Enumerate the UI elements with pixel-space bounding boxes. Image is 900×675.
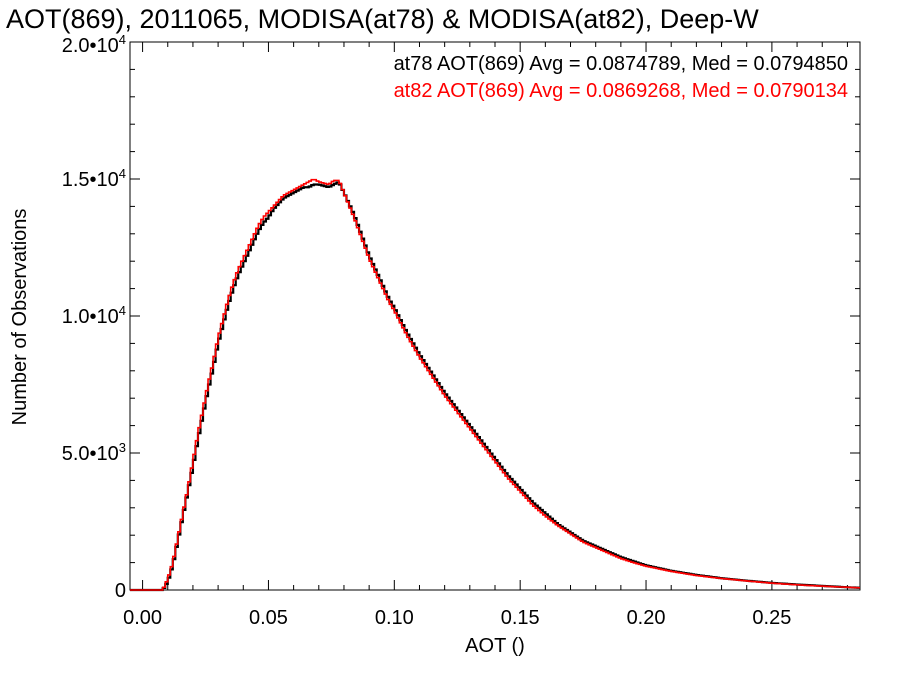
- x-tick-label: 0.00: [123, 607, 162, 629]
- y-tick-label: 0: [115, 580, 126, 602]
- y-tick-label: 2.0•104: [62, 32, 126, 57]
- y-tick-mantissa: 0: [115, 580, 126, 602]
- y-tick-mantissa: 1.5•10: [62, 169, 119, 191]
- x-tick-label: 0.15: [501, 607, 540, 629]
- y-tick-mantissa: 5.0•10: [62, 443, 119, 465]
- y-axis-label: Number of Observations: [9, 209, 31, 426]
- axes: 0.00 0.05 0.10 0.15 0.20 0.2505.0•1031.0•1041…: [62, 32, 861, 629]
- x-tick-label: 0.20: [627, 607, 666, 629]
- legend: at78 AOT(869) Avg = 0.0874789, Med = 0.0…: [394, 53, 848, 102]
- y-tick-mantissa: 1.0•10: [62, 306, 119, 328]
- plot-frame: [129, 41, 861, 591]
- y-tick-label: 5.0•103: [62, 440, 126, 465]
- y-tick-exponent: 4: [119, 166, 126, 181]
- series-line-at82: [130, 178, 860, 591]
- x-tick-label: 0.05: [249, 607, 288, 629]
- y-tick-label: 1.0•104: [62, 303, 126, 328]
- legend-entry-at82: at82 AOT(869) Avg = 0.0869268, Med = 0.0…: [394, 80, 848, 102]
- x-tick-label: 0.10: [375, 607, 414, 629]
- y-tick-exponent: 3: [119, 440, 126, 455]
- x-tick-label: 0.25: [752, 607, 791, 629]
- series-line-at78: [130, 181, 860, 592]
- y-tick-mantissa: 2.0•10: [62, 35, 119, 57]
- x-axis-label: AOT (): [465, 635, 525, 657]
- chart-title: AOT(869), 2011065, MODISA(at78) & MODISA…: [6, 4, 759, 34]
- y-tick-exponent: 4: [119, 32, 126, 47]
- data-series: [130, 178, 860, 592]
- legend-entry-at78: at78 AOT(869) Avg = 0.0874789, Med = 0.0…: [394, 53, 848, 75]
- y-tick-label: 1.5•104: [62, 166, 126, 191]
- y-tick-exponent: 4: [119, 303, 126, 318]
